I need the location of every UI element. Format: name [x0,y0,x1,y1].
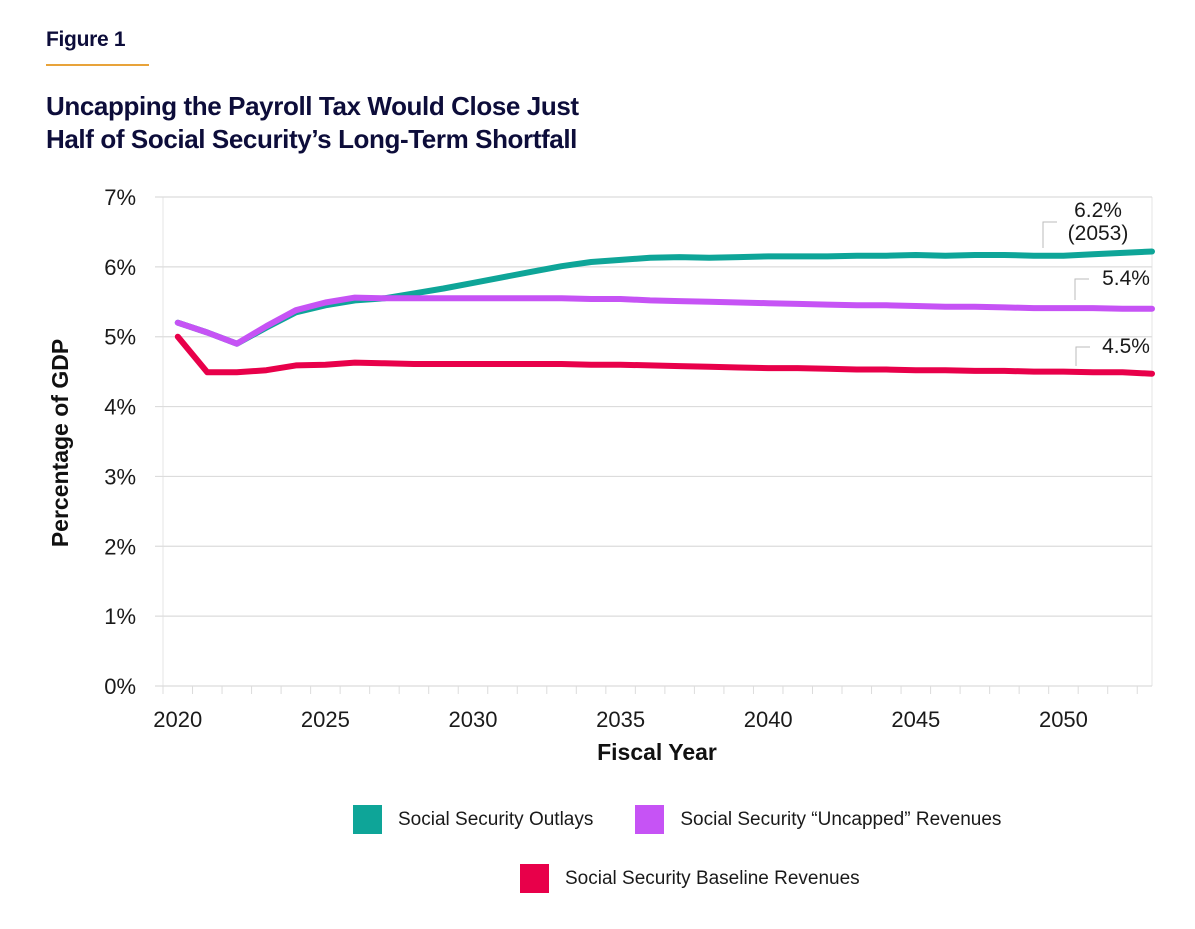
y-tick-label: 1% [104,604,136,629]
annotation-leader-uncapped [1074,278,1089,300]
x-tick-label: 2020 [153,707,202,732]
x-tick-label: 2045 [891,707,940,732]
legend-label-baseline: Social Security Baseline Revenues [565,867,860,889]
legend-item-outlays: Social Security Outlays [353,805,593,834]
legend-swatch-baseline [520,864,549,893]
legend-row-1: Social Security Outlays Social Security … [353,805,1043,834]
x-tick-label: 2025 [301,707,350,732]
annotation-label-baseline: 4.5% [1102,335,1150,358]
end-annotations: 6.2%(2053) 5.4% 4.5% [1042,199,1150,366]
figure-label: Figure 1 [46,28,126,51]
annotation-leader-baseline [1075,346,1090,366]
chart-title: Uncapping the Payroll Tax Would Close Ju… [46,90,746,156]
gridlines [155,196,1153,687]
y-tick-label: 5% [104,325,136,350]
legend-label-outlays: Social Security Outlays [398,808,594,830]
y-axis-title: Percentage of GDP [47,339,73,547]
annotation-label-outlays: (2053) [1068,222,1129,245]
legend-row-2: Social Security Baseline Revenues [520,864,902,893]
x-tick-label: 2040 [744,707,793,732]
chart-title-line-2: Half of Social Security’s Long-Term Shor… [46,124,577,154]
y-tick-label: 3% [104,464,136,489]
y-tick-label: 4% [104,395,136,420]
x-axis-title: Fiscal Year [597,739,717,765]
legend-swatch-outlays [353,805,382,834]
x-axis-ticks: 2020 2025 2030 2035 2040 2045 2050 [153,686,1138,732]
x-tick-label: 2035 [596,707,645,732]
x-tick-label: 2030 [449,707,498,732]
chart-title-line-1: Uncapping the Payroll Tax Would Close Ju… [46,91,579,121]
annotation-leader-outlays [1042,221,1057,248]
legend-label-uncapped: Social Security “Uncapped” Revenues [680,808,1002,830]
annotation-label-outlays: 6.2% [1074,199,1122,222]
y-tick-label: 2% [104,534,136,559]
figure-label-underline [46,64,149,66]
series-line-uncapped [174,294,1155,347]
y-axis-ticks: 0% 1% 2% 3% 4% 5% 6% 7% [104,185,136,699]
legend-swatch-uncapped [635,805,665,834]
line-chart: 0% 1% 2% 3% 4% 5% 6% 7% 2020 2025 2030 2035 2040 204… [47,185,1155,765]
series-line-outlays [174,248,1155,347]
legend-item-baseline: Social Security Baseline Revenues [520,864,860,893]
legend-item-uncapped: Social Security “Uncapped” Revenues [635,805,1001,834]
annotation-label-uncapped: 5.4% [1102,267,1150,290]
x-tick-label: 2050 [1039,707,1088,732]
series-lines [174,248,1155,377]
y-tick-label: 7% [104,185,136,210]
y-tick-label: 6% [104,255,136,280]
y-tick-label: 0% [104,674,136,699]
series-line-baseline [174,333,1155,377]
